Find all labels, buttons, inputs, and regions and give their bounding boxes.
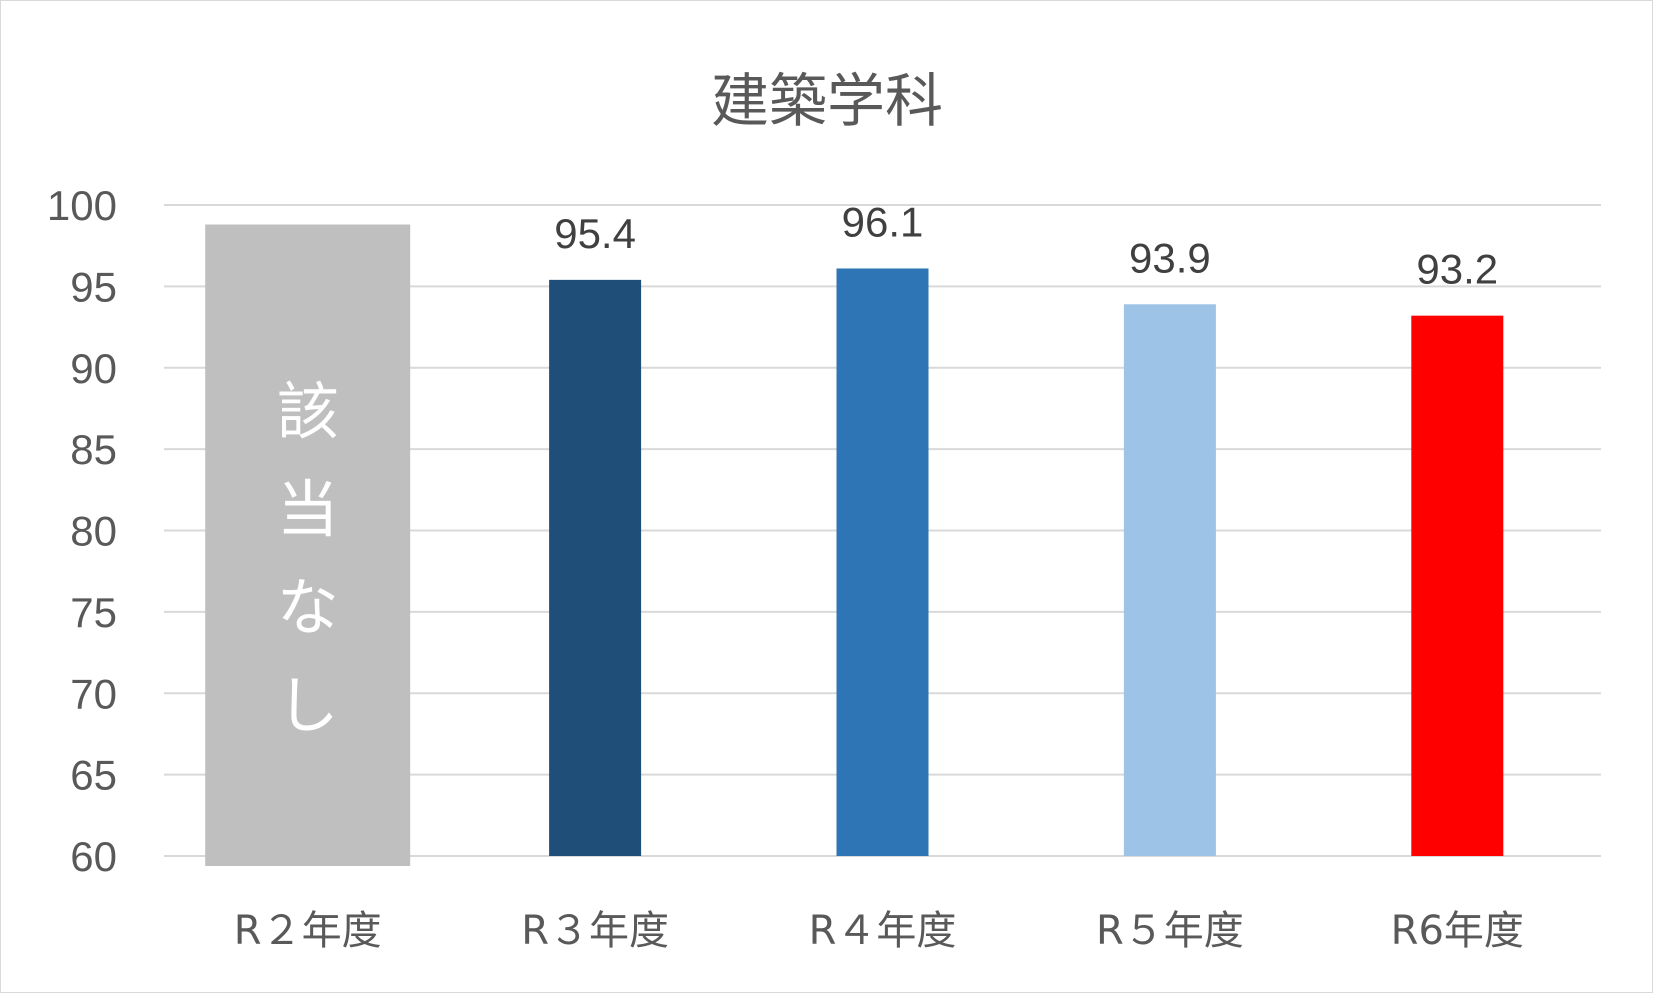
y-tick-label: 85 bbox=[70, 426, 117, 473]
bar bbox=[1411, 315, 1504, 856]
not-applicable-char: 該 bbox=[277, 375, 339, 448]
bars bbox=[205, 224, 1504, 866]
y-tick-label: 90 bbox=[70, 345, 117, 392]
not-applicable-char: な bbox=[277, 571, 339, 644]
bar bbox=[836, 268, 929, 856]
x-tick-label: R２年度 bbox=[234, 908, 382, 954]
bar bbox=[549, 279, 642, 856]
not-applicable-char: し bbox=[277, 669, 339, 742]
x-tick-label: R５年度 bbox=[1096, 908, 1244, 954]
x-tick-label: R３年度 bbox=[521, 908, 669, 954]
y-tick-label: 100 bbox=[47, 182, 117, 229]
not-applicable-char: 当 bbox=[277, 473, 339, 546]
y-axis-ticks: 60 65 70 75 80 85 90 95 100 bbox=[47, 182, 117, 880]
y-tick-label: 80 bbox=[70, 508, 117, 555]
y-tick-label: 95 bbox=[70, 263, 117, 310]
y-tick-label: 60 bbox=[70, 833, 117, 880]
data-label: 95.4 bbox=[554, 210, 636, 257]
y-tick-label: 65 bbox=[70, 752, 117, 799]
bar bbox=[1123, 304, 1216, 857]
x-axis-ticks: R２年度 R３年度 R４年度 R５年度 R6年度 bbox=[234, 908, 1524, 954]
chart-title: 建築学科 bbox=[711, 67, 943, 135]
x-tick-label: R４年度 bbox=[809, 908, 957, 954]
y-tick-label: 70 bbox=[70, 670, 117, 717]
data-label: 93.2 bbox=[1416, 246, 1498, 293]
y-tick-label: 75 bbox=[70, 589, 117, 636]
bar-not-applicable bbox=[205, 224, 411, 866]
data-label: 96.1 bbox=[842, 198, 924, 245]
x-tick-label: R6年度 bbox=[1391, 908, 1524, 954]
data-label: 93.9 bbox=[1129, 234, 1211, 281]
